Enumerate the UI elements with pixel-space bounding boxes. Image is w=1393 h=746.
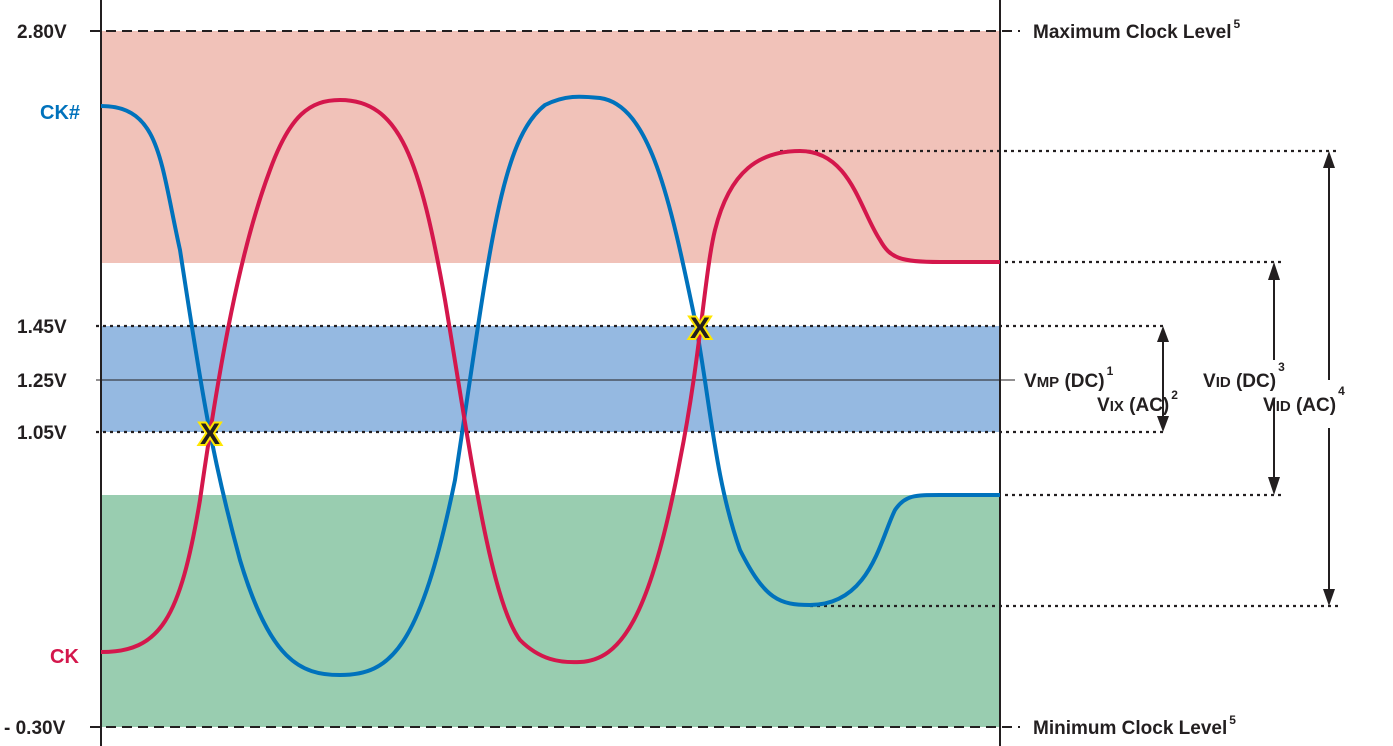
level-label-1-45v: 1.45V <box>17 317 67 338</box>
ck-label: CK <box>50 646 79 668</box>
vmp-dc-label: VMP (DC) 1 <box>1024 364 1114 392</box>
ck-waveform <box>100 97 1000 665</box>
level-label-1-05v: 1.05V <box>17 423 67 444</box>
vid-dc-arrow <box>1268 262 1280 495</box>
crosspoint-marker-low: X <box>200 418 220 451</box>
level-label-minus-0-30v: - 0.30V <box>4 718 66 739</box>
crosspoint-marker-high: X <box>690 312 710 345</box>
lower-zone <box>101 495 1000 727</box>
vid-dc-label: VID (DC)3 <box>1203 360 1285 392</box>
maximum-clock-level-label: Maximum Clock Level 5 <box>1033 17 1241 43</box>
vid-ac-arrow <box>1323 151 1335 606</box>
upper-zone <box>101 31 1000 263</box>
crosspoint-zone <box>101 326 1000 432</box>
vix-ac-label: VIX (AC) 2 <box>1097 388 1178 416</box>
vix-ac-arrow <box>1157 326 1169 432</box>
level-label-2-80v: 2.80V <box>17 22 67 43</box>
ck-hash-waveform <box>100 94 1000 678</box>
minimum-clock-level-label: Minimum Clock Level 5 <box>1033 713 1236 739</box>
level-label-1-25v: 1.25V <box>17 371 67 392</box>
ck-hash-label: CK# <box>40 102 80 124</box>
vid-ac-label: VID (AC)4 <box>1263 384 1345 416</box>
